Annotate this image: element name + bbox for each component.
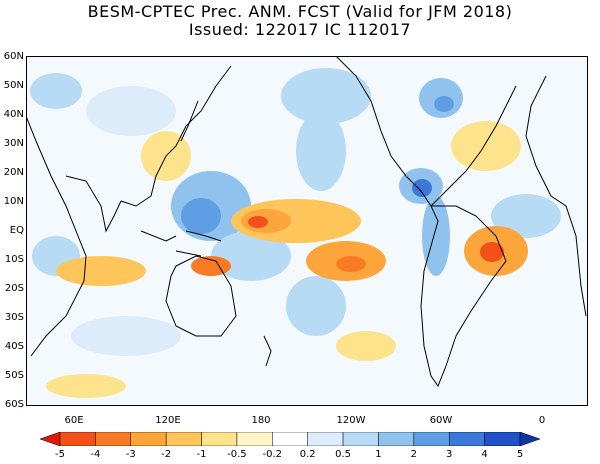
colorbar-swatch (342, 432, 379, 446)
lat-label: 30S (4, 312, 24, 323)
colorbar-swatch (201, 432, 238, 446)
colorbar (40, 432, 540, 446)
colorbar-label: 0.5 (335, 449, 352, 460)
lat-label: 20S (4, 283, 24, 294)
colorbar-swatch (40, 432, 61, 446)
lat-label: 30N (3, 138, 24, 149)
lat-label: 60N (3, 51, 24, 62)
colorbar-label: -3 (125, 449, 136, 460)
colorbar-swatch (413, 432, 450, 446)
colorbar-label: 5 (516, 449, 524, 460)
negative-anomaly-areas (46, 121, 528, 398)
colorbar-label: 3 (446, 449, 453, 460)
lat-label: 50S (4, 370, 24, 381)
colorbar-swatch (307, 432, 344, 446)
colorbar-label: 0.2 (299, 449, 316, 460)
colorbar-swatch (519, 432, 540, 446)
colorbar-swatch (272, 432, 308, 446)
coastlines (26, 56, 587, 388)
map-title: BESM-CPTEC Prec. ANM. FCST (Valid for JF… (87, 2, 513, 21)
colorbar-swatch (95, 432, 132, 446)
lat-label: 10N (3, 196, 24, 207)
lon-label: 120E (155, 415, 181, 426)
colorbar-label: 2 (410, 449, 418, 460)
colorbar-label: 4 (481, 449, 488, 460)
issued-subtitle: Issued: 122017 IC 112017 (188, 20, 412, 39)
lat-label: 50N (3, 80, 24, 91)
colorbar-label: 1 (375, 449, 382, 460)
precip-anomaly-map (26, 56, 588, 406)
lat-label: 60S (4, 399, 24, 410)
colorbar-swatch (236, 432, 273, 446)
lon-label: 180 (251, 415, 271, 426)
colorbar-swatch (165, 432, 202, 446)
lat-label: 10S (4, 254, 24, 265)
colorbar-swatch (130, 432, 167, 446)
lon-label: 60W (429, 415, 453, 426)
colorbar-label: -1 (196, 449, 207, 460)
colorbar-swatch (59, 432, 96, 446)
lon-label: 0 (538, 415, 546, 426)
positive-anomaly-areas (30, 68, 561, 356)
lon-label: 120W (336, 415, 366, 426)
lon-label: 60E (64, 415, 84, 426)
colorbar-label: -0.2 (262, 449, 283, 460)
colorbar-swatch (378, 432, 415, 446)
lat-label: 40N (3, 109, 24, 120)
colorbar-swatch (484, 432, 521, 446)
colorbar-label: -5 (55, 449, 65, 460)
colorbar-swatch (448, 432, 485, 446)
map-frame (26, 56, 588, 406)
lat-label: 40S (4, 341, 24, 352)
colorbar-label: -2 (161, 449, 172, 460)
lat-label: 20N (3, 167, 24, 178)
lat-label: EQ (9, 225, 24, 236)
colorbar-label: -4 (90, 449, 101, 460)
colorbar-label: -0.5 (227, 449, 247, 460)
